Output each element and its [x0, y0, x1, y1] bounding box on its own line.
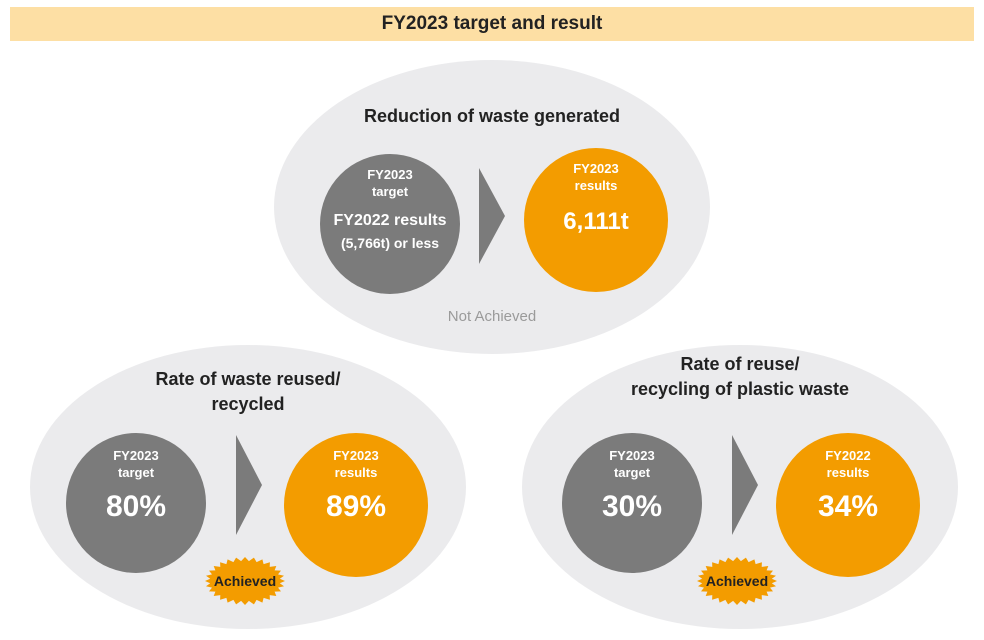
target-circle: FY2023 target 30% — [562, 433, 702, 573]
arrow-right-icon — [236, 435, 262, 535]
arrow-right-icon — [479, 168, 505, 264]
panel-title: Reduction of waste generated — [363, 106, 621, 126]
header-title: FY2023 target and result — [381, 13, 603, 34]
panel-plastic-reuse-rate: Rate of reuse/ recycling of plastic wast… — [522, 345, 958, 629]
target-label: FY2023 target — [609, 448, 655, 480]
result-label: FY2022 results — [825, 448, 871, 480]
target-value-line2: (5,766t) or less — [340, 235, 440, 251]
arrow-right-icon — [732, 435, 758, 535]
starburst-badge-icon — [205, 557, 285, 605]
result-circle: FY2023 results 6,111t — [524, 148, 668, 292]
target-value: 30% — [601, 490, 663, 523]
target-circle: FY2023 target 80% — [66, 433, 206, 573]
result-value: 34% — [817, 490, 879, 523]
target-label: FY2023 target — [113, 448, 159, 480]
header-banner: FY2023 target and result — [10, 7, 974, 41]
panel-title: Rate of waste reused/ recycled — [155, 369, 341, 414]
badge-label: Achieved — [213, 573, 277, 589]
panel-waste-reduction: Reduction of waste generated FY2023 targ… — [274, 60, 710, 354]
result-label: FY2023 results — [573, 161, 619, 193]
achieved-badge: Achieved — [696, 556, 778, 606]
result-value: 6,111t — [563, 208, 629, 235]
starburst-badge-icon — [697, 557, 777, 605]
achieved-badge: Achieved — [204, 556, 286, 606]
result-circle: FY2023 results 89% — [284, 433, 428, 577]
panel-title: Rate of reuse/ recycling of plastic wast… — [630, 354, 850, 399]
target-value: 80% — [105, 490, 167, 523]
status-not-achieved: Not Achieved — [447, 308, 537, 325]
result-value: 89% — [325, 490, 387, 523]
panel-waste-reuse-rate: Rate of waste reused/ recycled FY2023 ta… — [30, 345, 466, 629]
result-label: FY2023 results — [333, 448, 379, 480]
result-circle: FY2022 results 34% — [776, 433, 920, 577]
target-value-line1: FY2022 results — [333, 212, 447, 229]
badge-label: Achieved — [705, 573, 769, 589]
target-circle: FY2023 target FY2022 results (5,766t) or… — [320, 154, 460, 294]
target-label: FY2023 target — [367, 167, 413, 199]
